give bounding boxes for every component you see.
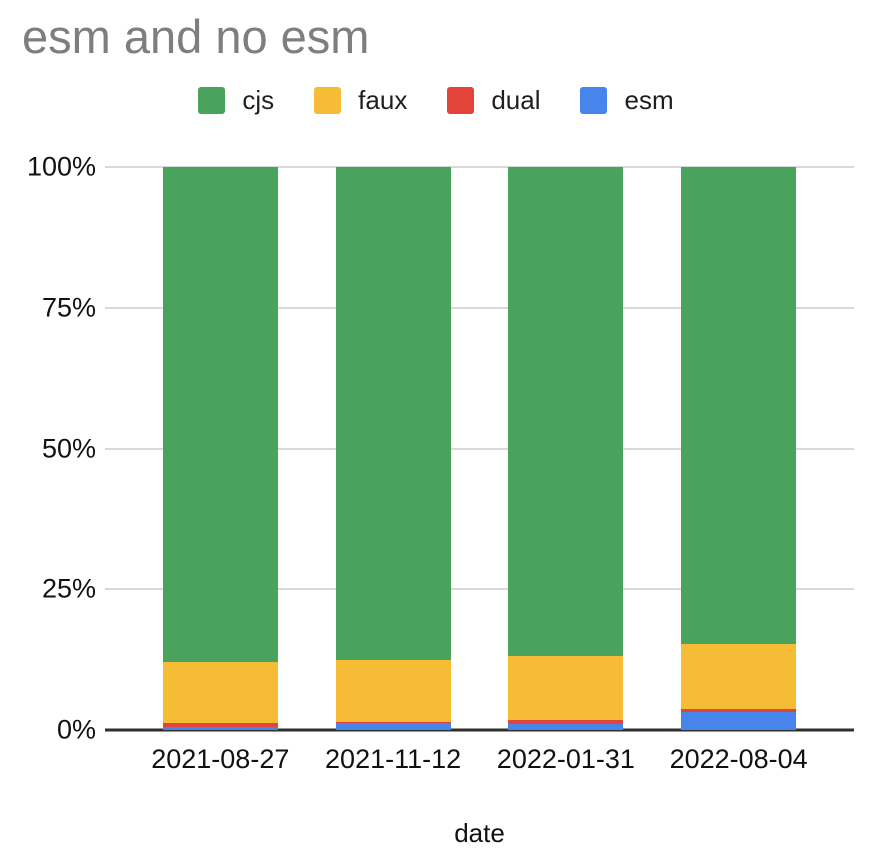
y-axis-labels: 0% 25% 50% 75% 100% xyxy=(0,152,96,745)
x-tick-cell-2021-08-27: 2021-08-27 xyxy=(151,744,289,775)
bar-segment-esm-2022-01-31[interactable] xyxy=(508,723,624,730)
legend-swatch-dual-icon xyxy=(447,87,475,114)
bar-segment-faux-2022-08-04[interactable] xyxy=(681,643,797,710)
bar-segment-cjs-2021-08-27[interactable] xyxy=(162,167,278,663)
bar-segment-dual-2022-01-31[interactable] xyxy=(508,720,624,724)
y-tick-75%: 75% xyxy=(41,292,96,323)
x-tick-2022-08-04: 2022-08-04 xyxy=(669,744,808,774)
plot-area xyxy=(105,166,854,732)
x-tick-2021-08-27: 2021-08-27 xyxy=(151,744,290,774)
bars-container xyxy=(105,167,854,730)
legend-swatch-esm-icon xyxy=(580,87,608,114)
y-tick-0%: 0% xyxy=(56,714,96,745)
bar-segment-dual-2021-08-27[interactable] xyxy=(162,723,278,727)
legend-swatch-faux-icon xyxy=(314,87,342,114)
bar-segment-faux-2022-01-31[interactable] xyxy=(508,655,624,721)
legend-item-faux[interactable]: faux xyxy=(314,85,407,116)
chart-title: esm and no esm xyxy=(22,10,370,63)
bar-segment-esm-2021-11-12[interactable] xyxy=(335,722,451,730)
legend-label-faux: faux xyxy=(358,85,408,115)
legend-item-cjs[interactable]: cjs xyxy=(198,85,274,116)
gridline-75% xyxy=(105,306,854,309)
bar-segment-cjs-2022-08-04[interactable] xyxy=(681,167,797,644)
bar-segment-esm-2021-08-27[interactable] xyxy=(162,726,278,730)
legend-label-esm: esm xyxy=(624,85,674,115)
bar-2022-08-04 xyxy=(681,167,797,730)
legend-label-dual: dual xyxy=(491,85,541,115)
x-axis-line xyxy=(105,728,854,732)
legend-item-dual[interactable]: dual xyxy=(447,85,540,116)
bar-segment-faux-2021-08-27[interactable] xyxy=(162,662,278,724)
bar-segment-esm-2022-08-04[interactable] xyxy=(681,711,797,730)
y-tick-50%: 50% xyxy=(41,433,96,463)
legend-label-cjs: cjs xyxy=(242,85,275,115)
bar-segment-cjs-2022-01-31[interactable] xyxy=(508,167,624,656)
x-tick-cell-2021-11-12: 2021-11-12 xyxy=(325,744,461,775)
gridline-50% xyxy=(105,447,854,450)
x-tick-2021-11-12: 2021-11-12 xyxy=(325,744,462,774)
x-tick-cell-2022-08-04: 2022-08-04 xyxy=(670,744,808,775)
y-tick-100%: 100% xyxy=(26,151,96,182)
y-tick-25%: 25% xyxy=(41,573,96,604)
legend-swatch-cjs-icon xyxy=(198,87,226,114)
bar-2022-01-31 xyxy=(508,167,624,730)
x-axis-title: date xyxy=(454,818,505,848)
bar-segment-dual-2022-08-04[interactable] xyxy=(681,709,797,712)
bar-segment-dual-2021-11-12[interactable] xyxy=(335,721,451,723)
legend-item-esm[interactable]: esm xyxy=(580,85,674,116)
x-tick-cell-2022-01-31: 2022-01-31 xyxy=(497,744,635,775)
bar-2021-08-27 xyxy=(162,167,278,730)
x-tick-2022-01-31: 2022-01-31 xyxy=(496,744,635,774)
bar-2021-11-12 xyxy=(335,167,451,730)
bar-segment-faux-2021-11-12[interactable] xyxy=(335,660,451,722)
bar-segment-cjs-2021-11-12[interactable] xyxy=(335,167,451,661)
legend: cjs faux dual esm xyxy=(0,85,872,116)
gridline-100% xyxy=(105,166,854,168)
gridline-25% xyxy=(105,588,854,591)
x-axis-labels: 2021-08-27 2021-11-12 2022-01-31 2022-08-04 xyxy=(105,744,854,775)
